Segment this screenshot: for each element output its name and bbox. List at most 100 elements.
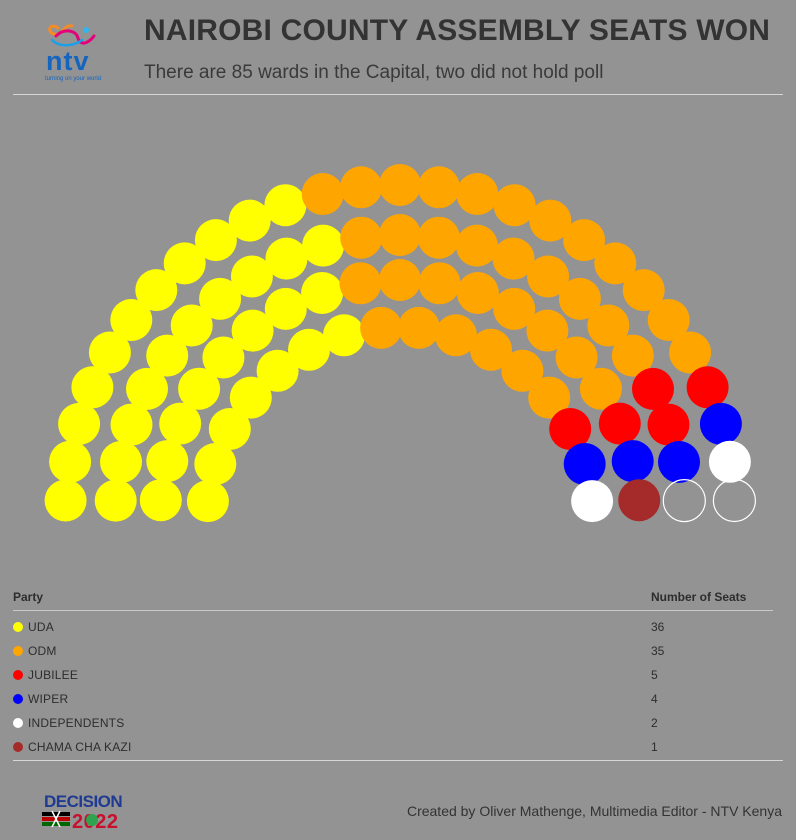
seat-uda xyxy=(139,479,182,522)
legend-dot-jubilee xyxy=(13,670,23,680)
legend-table: Party Number of Seats UDA 36 ODM 35 JUBI… xyxy=(13,588,773,759)
seat-uda xyxy=(264,184,307,227)
legend-dot-independents xyxy=(13,718,23,728)
legend-party-name: UDA xyxy=(28,620,54,634)
seat-wiper xyxy=(611,440,654,483)
legend-row-independents: INDEPENDENTS 2 xyxy=(13,711,773,735)
seat-uda xyxy=(135,269,178,312)
seat-uda xyxy=(228,199,271,242)
seat-uda xyxy=(88,331,131,374)
seat-odm xyxy=(528,376,571,419)
seat-odm xyxy=(470,328,512,371)
seat-uda xyxy=(44,479,87,522)
header-divider xyxy=(13,94,783,95)
seat-wiper xyxy=(658,441,700,483)
seat-odm xyxy=(417,166,460,209)
seat-uda xyxy=(323,314,365,357)
seat-uda xyxy=(230,255,273,298)
legend-party-name: WIPER xyxy=(28,692,69,706)
legend-row-uda: UDA 36 xyxy=(13,615,773,639)
legend-dot-odm xyxy=(13,646,23,656)
legend-row-odm: ODM 35 xyxy=(13,639,773,663)
legend-row-jubilee: JUBILEE 5 xyxy=(13,663,773,687)
legend-party-seats: 35 xyxy=(651,644,665,658)
footer-divider xyxy=(13,760,783,761)
seat-uda xyxy=(159,402,202,445)
seat-odm xyxy=(301,173,344,215)
seat-uda xyxy=(58,402,101,445)
seat-uda xyxy=(71,366,114,409)
seat-uda xyxy=(100,441,142,483)
seat-odm xyxy=(492,237,535,280)
seat-odm xyxy=(340,166,383,209)
seat-uda xyxy=(208,408,251,450)
legend-dot-chama-cha-kazi xyxy=(13,742,23,752)
seat-jubilee xyxy=(598,402,641,445)
chart-subtitle: There are 85 wards in the Capital, two d… xyxy=(144,62,604,83)
seat-jubilee xyxy=(632,367,674,410)
seat-odm xyxy=(435,314,477,357)
seat-uda xyxy=(199,277,242,320)
badge-line1: DECISION xyxy=(44,792,122,811)
seat-odm xyxy=(558,277,601,320)
seat-uda xyxy=(194,219,237,262)
seat-odm xyxy=(611,334,654,377)
seat-odm xyxy=(594,242,637,285)
legend-party-name: CHAMA CHA KAZI xyxy=(28,740,132,754)
seat-jubilee xyxy=(549,408,592,450)
seat-no-poll xyxy=(712,478,757,523)
legend-row-chama-cha-kazi: CHAMA CHA KAZI 1 xyxy=(13,735,773,759)
decision-2022-badge: DECISION 2022 xyxy=(42,792,123,830)
seat-uda xyxy=(186,480,229,523)
credit-line: Created by Oliver Mathenge, Multimedia E… xyxy=(406,803,782,819)
legend-header-seats: Number of Seats xyxy=(651,590,747,604)
seat-wiper xyxy=(699,402,742,445)
seat-odm xyxy=(647,299,690,341)
seat-odm xyxy=(529,199,572,242)
seat-odm xyxy=(579,367,622,410)
seat-uda xyxy=(264,287,307,330)
seat-uda xyxy=(163,242,206,285)
seat-uda xyxy=(146,334,189,377)
seat-odm xyxy=(456,272,499,314)
seat-jubilee xyxy=(647,403,690,446)
seat-odm xyxy=(360,306,403,349)
seat-uda xyxy=(170,304,213,347)
legend-party-name: INDEPENDENTS xyxy=(28,716,125,730)
seat-odm xyxy=(527,255,570,298)
seat-uda xyxy=(288,328,330,371)
seat-odm xyxy=(379,214,421,256)
legend-party-name: JUBILEE xyxy=(28,668,79,682)
seat-chama-cha-kazi xyxy=(618,479,661,522)
seat-odm xyxy=(563,219,606,262)
chart-title: NAIROBI COUNTY ASSEMBLY SEATS WON xyxy=(144,14,771,47)
hemicycle-chart xyxy=(44,164,757,523)
seat-no-poll xyxy=(662,479,706,523)
logo-tagline: turning on your world xyxy=(45,76,101,82)
seat-odm xyxy=(418,262,461,305)
seat-uda xyxy=(94,479,137,522)
seat-uda xyxy=(302,224,345,267)
legend-party-seats: 4 xyxy=(651,692,658,706)
legend-header-party: Party xyxy=(13,590,44,604)
legend-party-name: ODM xyxy=(28,644,57,658)
legend-header: Party Number of Seats xyxy=(13,588,773,611)
seat-odm xyxy=(669,331,712,374)
seat-odm xyxy=(397,306,440,349)
seat-odm xyxy=(379,259,421,301)
seat-odm xyxy=(587,304,630,347)
seat-uda xyxy=(178,367,221,410)
seat-odm xyxy=(501,349,544,392)
seat-odm xyxy=(622,269,665,312)
seat-odm xyxy=(379,164,421,206)
seat-uda xyxy=(265,237,308,280)
seat-uda xyxy=(126,367,168,410)
seat-odm xyxy=(493,287,536,330)
seat-uda xyxy=(110,299,153,341)
legend-party-seats: 36 xyxy=(651,620,665,634)
seat-uda xyxy=(146,440,189,483)
seat-odm xyxy=(455,224,498,267)
legend-party-seats: 1 xyxy=(651,740,658,754)
seat-uda xyxy=(229,376,272,419)
seat-uda xyxy=(202,336,245,379)
